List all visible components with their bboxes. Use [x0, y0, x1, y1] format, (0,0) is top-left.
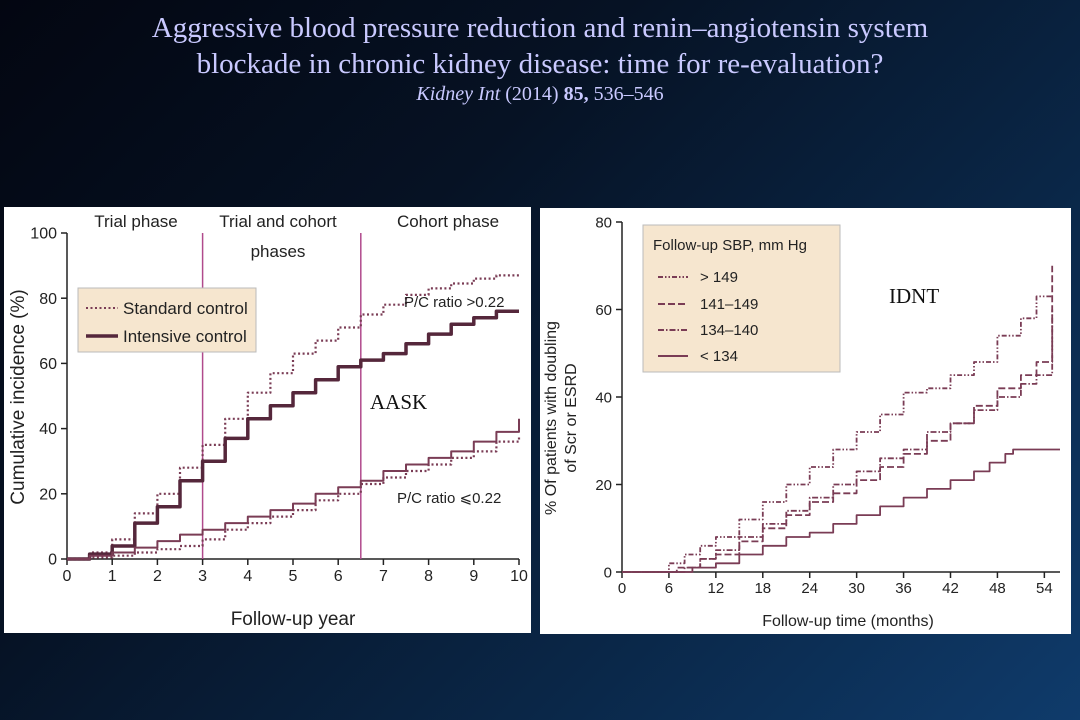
aask-x-tick-label: 5: [289, 568, 298, 585]
idnt-x-tick-label: 0: [618, 580, 626, 597]
idnt-series-line-3: [622, 448, 1060, 573]
aask-phase-label-trial: Trial phase: [94, 212, 177, 231]
idnt-x-tick-label: 30: [848, 580, 865, 597]
aask-series-line-3: [67, 418, 520, 560]
idnt-x-tick-label: 48: [989, 580, 1006, 597]
aask-x-tick-label: 6: [334, 568, 343, 585]
idnt-series-line-2: [622, 309, 1054, 573]
aask-phase-label-trial-cohort: Trial and cohort: [219, 212, 337, 231]
aask-legend-label-intensive: Intensive control: [123, 327, 247, 346]
idnt-x-tick-label: 6: [665, 580, 673, 597]
idnt-legend-label-141-149: 141–149: [700, 296, 758, 313]
citation-volume: 85,: [563, 83, 589, 105]
slide-header: Aggressive blood pressure reduction and …: [0, 10, 1080, 106]
idnt-legend-label-134-140: 134–140: [700, 322, 758, 339]
slide-title-line-2: blockade in chronic kidney disease: time…: [196, 48, 884, 80]
citation-year: (2014): [505, 83, 559, 105]
idnt-y-axis-label-line1: % Of patients with doubling: [543, 321, 560, 515]
aask-x-tick-label: 10: [510, 568, 528, 585]
slide-title-line-1: Aggressive blood pressure reduction and …: [151, 12, 929, 44]
citation-journal: Kidney Int: [416, 83, 501, 105]
aask-phase-label-cohort: Cohort phase: [397, 212, 499, 231]
idnt-chart-panel: 0 6 12 18 24 30 36 42 48 54 0 20 40 60 80 Follow-up SB…: [540, 208, 1071, 634]
idnt-y-axis-label-line2: of Scr or ESRD: [563, 363, 580, 472]
aask-y-tick-label: 60: [39, 356, 57, 373]
aask-x-tick-label: 1: [108, 568, 117, 585]
aask-legend: Standard control Intensive control: [77, 287, 257, 353]
idnt-x-tick-label: 54: [1036, 580, 1053, 597]
aask-annotation-low: P/C ratio ⩽0.22: [397, 490, 501, 507]
citation: Kidney Int (2014) 85, 536–546: [0, 82, 1080, 106]
idnt-legend: Follow-up SBP, mm Hg > 149 141–149 134–1…: [642, 224, 841, 373]
idnt-y-tick-label: 20: [595, 477, 612, 494]
citation-pages: 536–546: [593, 83, 664, 105]
idnt-x-axis-label: Follow-up time (months): [762, 613, 934, 630]
idnt-chart: 0 6 12 18 24 30 36 42 48 54 0 20 40 60 80 Follow-up SB…: [543, 214, 1060, 630]
aask-legend-box: [77, 287, 257, 353]
aask-y-tick-label: 80: [39, 291, 57, 308]
aask-y-tick-label: 40: [39, 421, 57, 438]
aask-x-tick-label: 8: [424, 568, 433, 585]
idnt-study-label: IDNT: [889, 284, 939, 308]
aask-x-tick-label: 4: [243, 568, 252, 585]
aask-annotation-high: P/C ratio >0.22: [404, 294, 504, 311]
idnt-legend-label-gt149: > 149: [700, 269, 738, 286]
idnt-y-tick-label: 40: [595, 389, 612, 406]
aask-legend-label-standard: Standard control: [123, 299, 248, 318]
aask-y-tick-label: 20: [39, 486, 57, 503]
aask-study-label: AASK: [370, 390, 427, 414]
aask-chart-panel: 0 1 2 3 4 5 6 7 8 9 10 0 20 40 60 80 100 Trial phase Tri…: [4, 207, 531, 633]
idnt-series-line-0: [622, 295, 1053, 573]
idnt-y-tick-label: 0: [604, 564, 612, 581]
aask-x-tick-label: 2: [153, 568, 162, 585]
idnt-x-tick-label: 36: [895, 580, 912, 597]
idnt-x-tick-label: 12: [708, 580, 725, 597]
idnt-x-tick-label: 42: [942, 580, 959, 597]
idnt-legend-title: Follow-up SBP, mm Hg: [653, 237, 807, 254]
aask-y-tick-label: 100: [30, 226, 57, 243]
idnt-x-tick-label: 24: [801, 580, 818, 597]
aask-x-tick-label: 3: [198, 568, 207, 585]
idnt-y-tick-label: 60: [595, 302, 612, 319]
idnt-legend-box: [642, 224, 841, 373]
aask-y-axis-label: Cumulative incidence (%): [8, 289, 29, 504]
idnt-y-tick-label: 80: [595, 214, 612, 231]
aask-phase-label-phases: phases: [251, 242, 306, 261]
aask-x-tick-label: 0: [63, 568, 72, 585]
aask-x-tick-label: 9: [469, 568, 478, 585]
aask-x-axis-label: Follow-up year: [231, 609, 356, 630]
idnt-x-tick-label: 18: [754, 580, 771, 597]
aask-y-tick-label: 0: [48, 552, 57, 569]
idnt-legend-label-lt134: < 134: [700, 348, 738, 365]
aask-x-tick-label: 7: [379, 568, 388, 585]
aask-series-line-1: [67, 309, 519, 561]
